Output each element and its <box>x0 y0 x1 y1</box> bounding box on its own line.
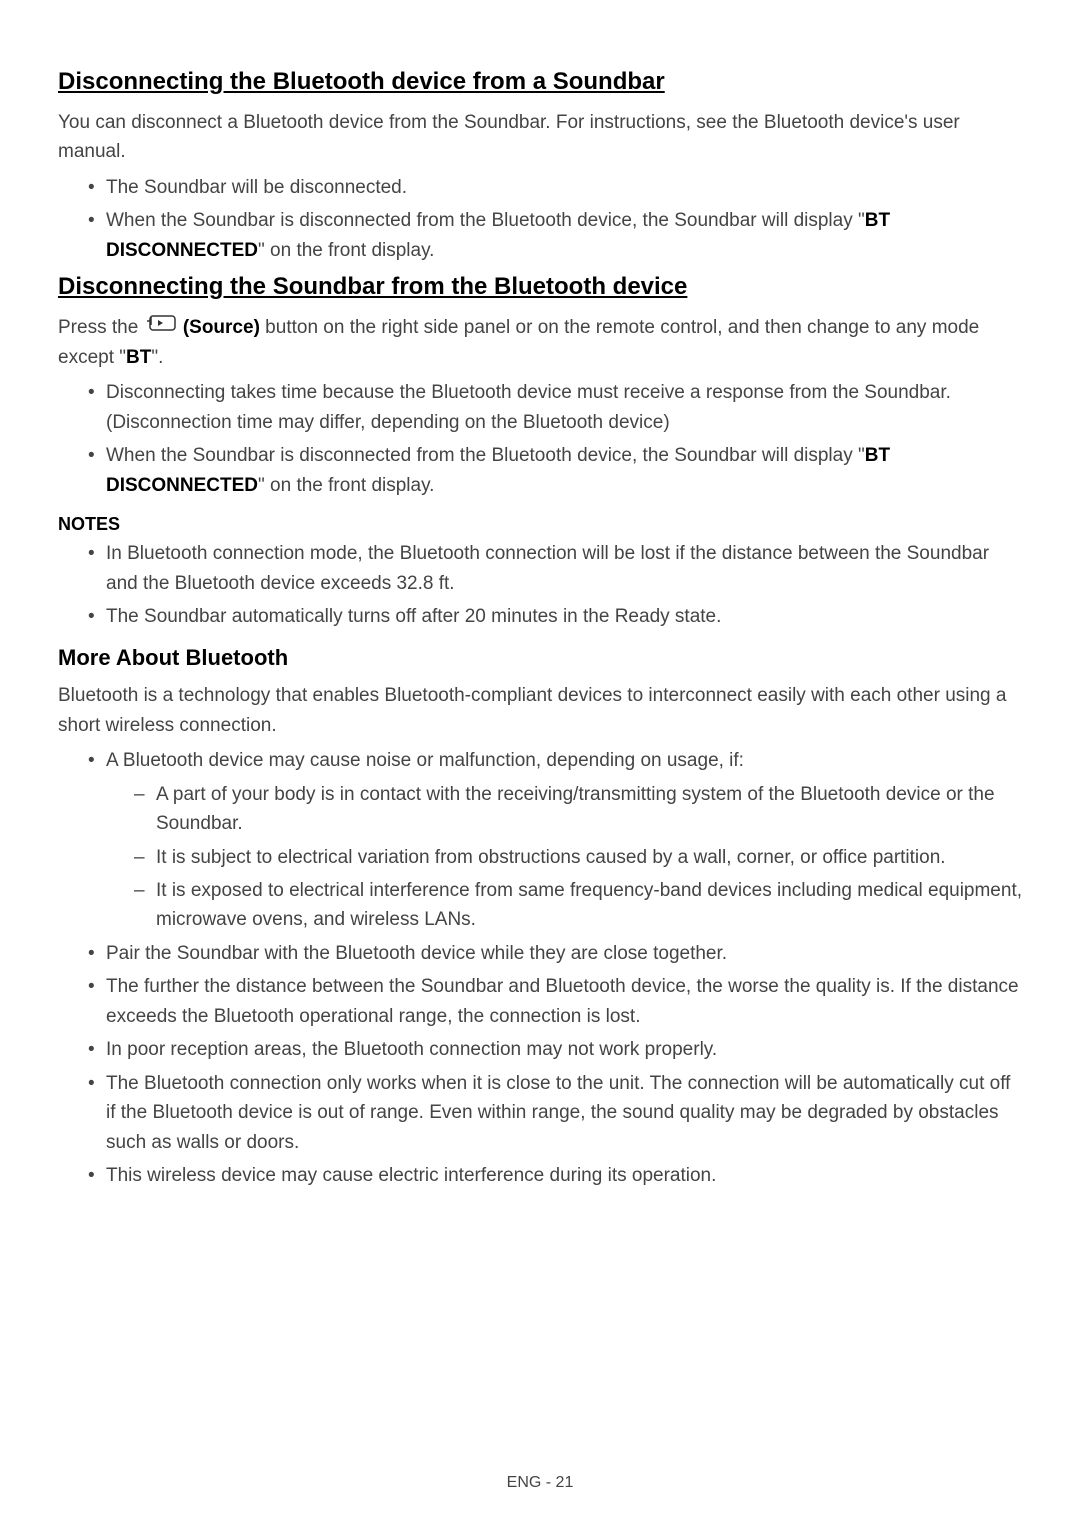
list-item: Disconnecting takes time because the Blu… <box>88 378 1022 437</box>
list-item: Pair the Soundbar with the Bluetooth dev… <box>88 939 1022 968</box>
source-icon <box>146 313 176 342</box>
list-item: In poor reception areas, the Bluetooth c… <box>88 1035 1022 1064</box>
page-footer: ENG - 21 <box>0 1474 1080 1492</box>
text-fragment: ". <box>151 347 163 368</box>
intro-text-1: You can disconnect a Bluetooth device fr… <box>58 108 1022 167</box>
text-fragment: When the Soundbar is disconnected from t… <box>106 210 865 231</box>
bullet-list-1: The Soundbar will be disconnected. When … <box>58 173 1022 265</box>
dash-list: A part of your body is in contact with t… <box>106 780 1022 935</box>
list-item: A Bluetooth device may cause noise or ma… <box>88 746 1022 935</box>
list-item: The Soundbar will be disconnected. <box>88 173 1022 202</box>
list-item: It is exposed to electrical interference… <box>134 876 1022 935</box>
heading-more-about-bluetooth: More About Bluetooth <box>58 645 1022 671</box>
intro-text-2: Press the (Source) button on the right s… <box>58 313 1022 372</box>
notes-list: In Bluetooth connection mode, the Blueto… <box>58 539 1022 631</box>
text-fragment: A Bluetooth device may cause noise or ma… <box>106 750 744 771</box>
text-fragment: " on the front display. <box>258 240 434 261</box>
list-item: When the Soundbar is disconnected from t… <box>88 206 1022 265</box>
bt-label: BT <box>126 347 151 368</box>
bullet-list-3: A Bluetooth device may cause noise or ma… <box>58 746 1022 1190</box>
heading-disconnect-soundbar: Disconnecting the Soundbar from the Blue… <box>58 273 1022 301</box>
list-item: The Soundbar automatically turns off aft… <box>88 602 1022 631</box>
text-fragment: When the Soundbar is disconnected from t… <box>106 445 865 466</box>
list-item: It is subject to electrical variation fr… <box>134 843 1022 872</box>
intro-text-3: Bluetooth is a technology that enables B… <box>58 681 1022 740</box>
list-item: When the Soundbar is disconnected from t… <box>88 441 1022 500</box>
list-item: In Bluetooth connection mode, the Blueto… <box>88 539 1022 598</box>
source-label: (Source) <box>178 317 260 338</box>
list-item: A part of your body is in contact with t… <box>134 780 1022 839</box>
text-fragment: Press the <box>58 317 144 338</box>
bullet-list-2: Disconnecting takes time because the Blu… <box>58 378 1022 500</box>
list-item: The Bluetooth connection only works when… <box>88 1069 1022 1157</box>
list-item: This wireless device may cause electric … <box>88 1161 1022 1190</box>
notes-label: NOTES <box>58 514 1022 535</box>
list-item: The further the distance between the Sou… <box>88 972 1022 1031</box>
text-fragment: " on the front display. <box>258 475 434 496</box>
heading-disconnect-device: Disconnecting the Bluetooth device from … <box>58 68 1022 96</box>
